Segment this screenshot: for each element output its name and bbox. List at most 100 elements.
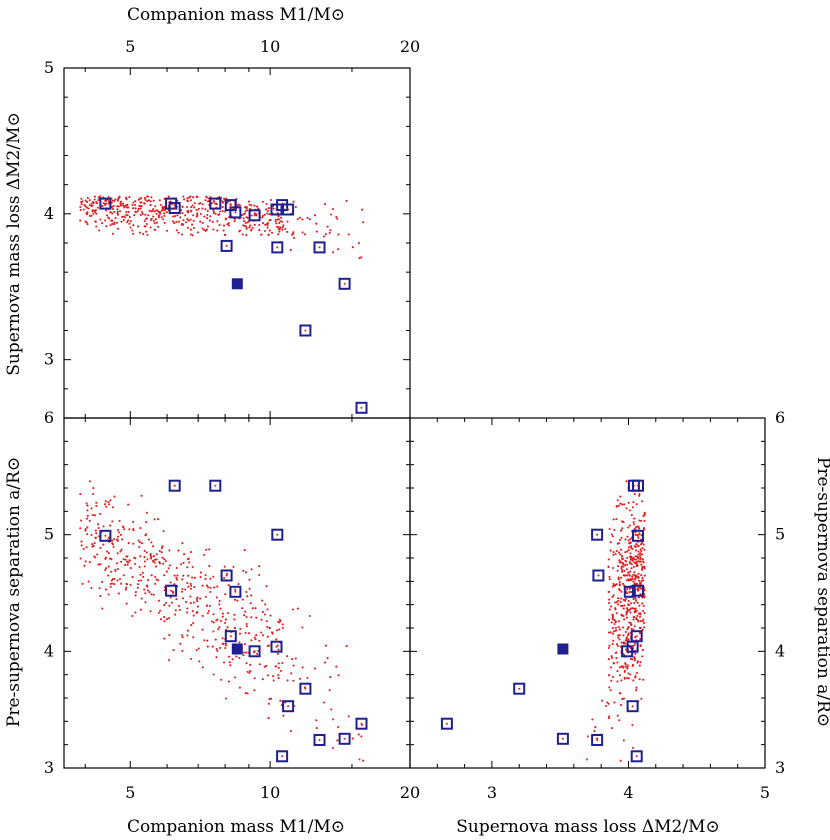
sample-point (315, 222, 318, 225)
highlighted-center-dot (287, 208, 290, 211)
sample-point (150, 196, 153, 199)
sample-point (270, 231, 274, 234)
highlighted-center-dot (637, 589, 639, 592)
sample-point (189, 551, 192, 554)
sample-point (229, 664, 232, 667)
sample-point (631, 575, 634, 578)
sample-point (187, 585, 190, 588)
sample-point (107, 195, 110, 199)
sample-point (627, 632, 630, 635)
sample-point (361, 208, 364, 211)
sample-point (241, 607, 244, 610)
sample-point (112, 545, 115, 549)
sample-point (84, 560, 87, 563)
sample-point (620, 567, 623, 570)
sample-point (190, 210, 193, 213)
sample-point (215, 656, 218, 659)
highlighted-solution-marker (299, 324, 312, 337)
sample-point (638, 678, 641, 681)
sample-point (627, 546, 630, 549)
sample-point (640, 519, 643, 522)
sample-point (88, 561, 91, 564)
sample-point (173, 222, 176, 225)
sample-point (625, 611, 628, 614)
sample-point (315, 719, 318, 722)
sample-point (110, 579, 113, 582)
sample-point (181, 542, 184, 545)
sample-point (219, 619, 222, 623)
sample-point (628, 587, 631, 590)
sample-point (216, 220, 219, 223)
sample-point (90, 586, 93, 590)
sample-point (362, 221, 365, 224)
sample-point (208, 548, 211, 551)
sample-point (174, 609, 177, 612)
sample-point (615, 601, 618, 604)
sample-point (144, 198, 147, 201)
sample-point (639, 661, 642, 664)
sample-point (623, 574, 627, 577)
sample-point (618, 692, 621, 695)
highlighted-solution-marker (248, 645, 261, 658)
sample-point (617, 587, 621, 591)
sample-point (276, 225, 279, 228)
sample-point (122, 526, 125, 529)
sample-point (301, 231, 304, 234)
highlighted-solution-marker (282, 700, 295, 713)
sample-point (189, 582, 192, 585)
sample-point (201, 207, 204, 210)
sample-point (145, 533, 148, 536)
sample-point (254, 607, 257, 610)
sample-point (639, 560, 642, 563)
sample-point (328, 689, 331, 692)
sample-point (624, 639, 627, 642)
sample-point (275, 638, 278, 641)
sample-point (116, 562, 119, 565)
sample-point (134, 591, 137, 594)
sample-point (267, 207, 270, 210)
highlighted-solution-marker (626, 700, 639, 713)
sample-point (642, 560, 645, 563)
reference-solution-marker (231, 278, 243, 290)
sample-point (199, 571, 202, 574)
sample-point (634, 578, 637, 581)
sample-point (629, 542, 632, 545)
sample-point (634, 526, 638, 529)
sample-point (245, 590, 248, 594)
sample-point (206, 225, 209, 228)
sample-point (226, 626, 229, 629)
sep-y-right-tick-label: 3 (775, 758, 785, 777)
sample-point (192, 214, 195, 217)
sample-point (242, 654, 245, 657)
sample-point (289, 730, 292, 733)
sample-point (643, 626, 646, 629)
sample-point (632, 580, 635, 583)
sample-point (614, 552, 617, 555)
sample-point (243, 614, 246, 617)
sample-point (638, 632, 641, 635)
sample-point (206, 213, 209, 216)
sample-point (116, 227, 120, 230)
sample-point (124, 196, 127, 199)
sample-point (217, 628, 220, 631)
sample-point (329, 229, 332, 232)
sample-point (635, 689, 638, 692)
sample-point (157, 216, 160, 219)
sample-point (109, 524, 112, 527)
sample-point (613, 701, 616, 704)
sample-point (631, 547, 634, 550)
sample-point (136, 210, 139, 213)
sample-point (253, 689, 256, 692)
sample-point (153, 561, 156, 564)
sample-point (113, 223, 116, 226)
sample-point (149, 552, 152, 555)
sample-point (351, 246, 354, 249)
sample-point (128, 196, 131, 199)
sample-point (624, 597, 627, 601)
sample-point (612, 553, 615, 556)
sample-point (635, 686, 638, 689)
sample-point (626, 592, 629, 595)
sample-point (622, 565, 625, 568)
sample-point (629, 673, 632, 676)
sample-point (637, 550, 640, 553)
